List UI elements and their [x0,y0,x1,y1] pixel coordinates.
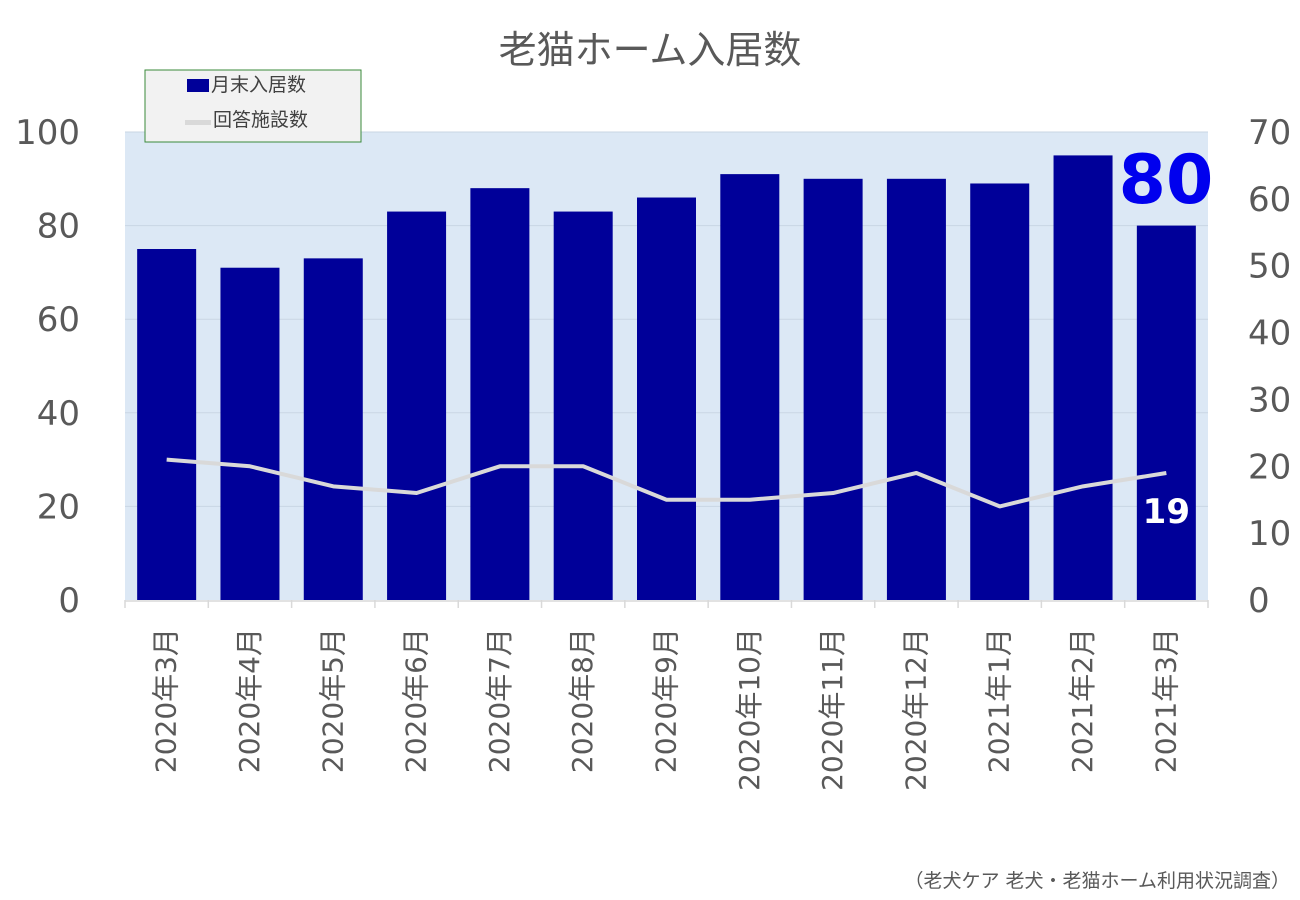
y2-axis-tick-label: 0 [1248,581,1270,621]
legend-line-label: 回答施設数 [213,109,308,131]
legend-bar-label: 月末入居数 [211,74,306,96]
series-line [166,457,1167,509]
x-axis-tick-label: 2020年3月 [150,628,183,773]
y2-axis-tick-label: 30 [1248,380,1291,420]
x-axis-tick-label: 2020年6月 [400,628,433,773]
x-axis-tick-label: 2020年9月 [650,628,683,773]
x-axis-tick-label: 2020年11月 [816,628,849,791]
bar [886,178,946,601]
x-axis-tick-label: 2020年8月 [566,628,599,773]
bar [553,211,613,600]
x-axis-tick-label: 2021年1月 [983,628,1016,773]
legend-line-swatch [185,120,211,125]
y2-axis-tick-label: 10 [1248,514,1291,554]
bar [803,178,863,601]
y2-axis-tick-label: 50 [1248,247,1291,287]
x-axis-tick-label: 2020年10月 [733,628,766,791]
legend: 月末入居数 回答施設数 [144,69,362,143]
y-axis-tick-label: 20 [37,487,80,527]
x-axis-tick-label: 2021年3月 [1149,628,1182,773]
y-axis-tick-label: 80 [37,207,80,247]
bar [970,183,1030,601]
line-series [166,457,1167,509]
source-note: （老犬ケア 老犬・老猫ホーム利用状況調査） [905,870,1290,892]
x-axis-tick-label: 2020年4月 [233,628,266,773]
bar [1136,225,1196,600]
bar [303,258,363,600]
y-axis-tick-label: 100 [15,113,80,153]
bar [1053,155,1113,600]
x-axis-tick-label: 2020年7月 [483,628,516,773]
legend-box [144,69,362,143]
axes: 0 20 40 60 80 100 0 10 20 30 40 50 60 70 2020年3月 2020年4… [15,113,1291,791]
bar [387,211,447,600]
bar [720,174,780,600]
bar [220,267,280,600]
callouts: 80 19 [1119,141,1214,532]
y2-axis-tick-label: 40 [1248,314,1291,354]
bar [137,249,197,600]
legend-bar-swatch [187,79,209,92]
y2-axis-tick-label: 20 [1248,447,1291,487]
y-axis-tick-label: 60 [37,300,80,340]
bar [470,188,530,600]
x-axis-tick-label: 2020年5月 [316,628,349,773]
bar-series [137,155,1196,601]
x-axis-tick-label: 2020年12月 [899,628,932,791]
y-axis-tick-label: 0 [58,581,80,621]
bar [637,197,696,600]
line-value-callout: 19 [1143,492,1190,532]
y-axis-tick-label: 40 [37,394,80,434]
y2-axis-tick-label: 70 [1248,113,1291,153]
y2-axis-tick-label: 60 [1248,180,1291,220]
x-axis-tick-label: 2021年2月 [1066,628,1099,773]
bar-value-callout: 80 [1119,141,1214,220]
chart-title: 老猫ホーム入居数 [499,28,802,72]
